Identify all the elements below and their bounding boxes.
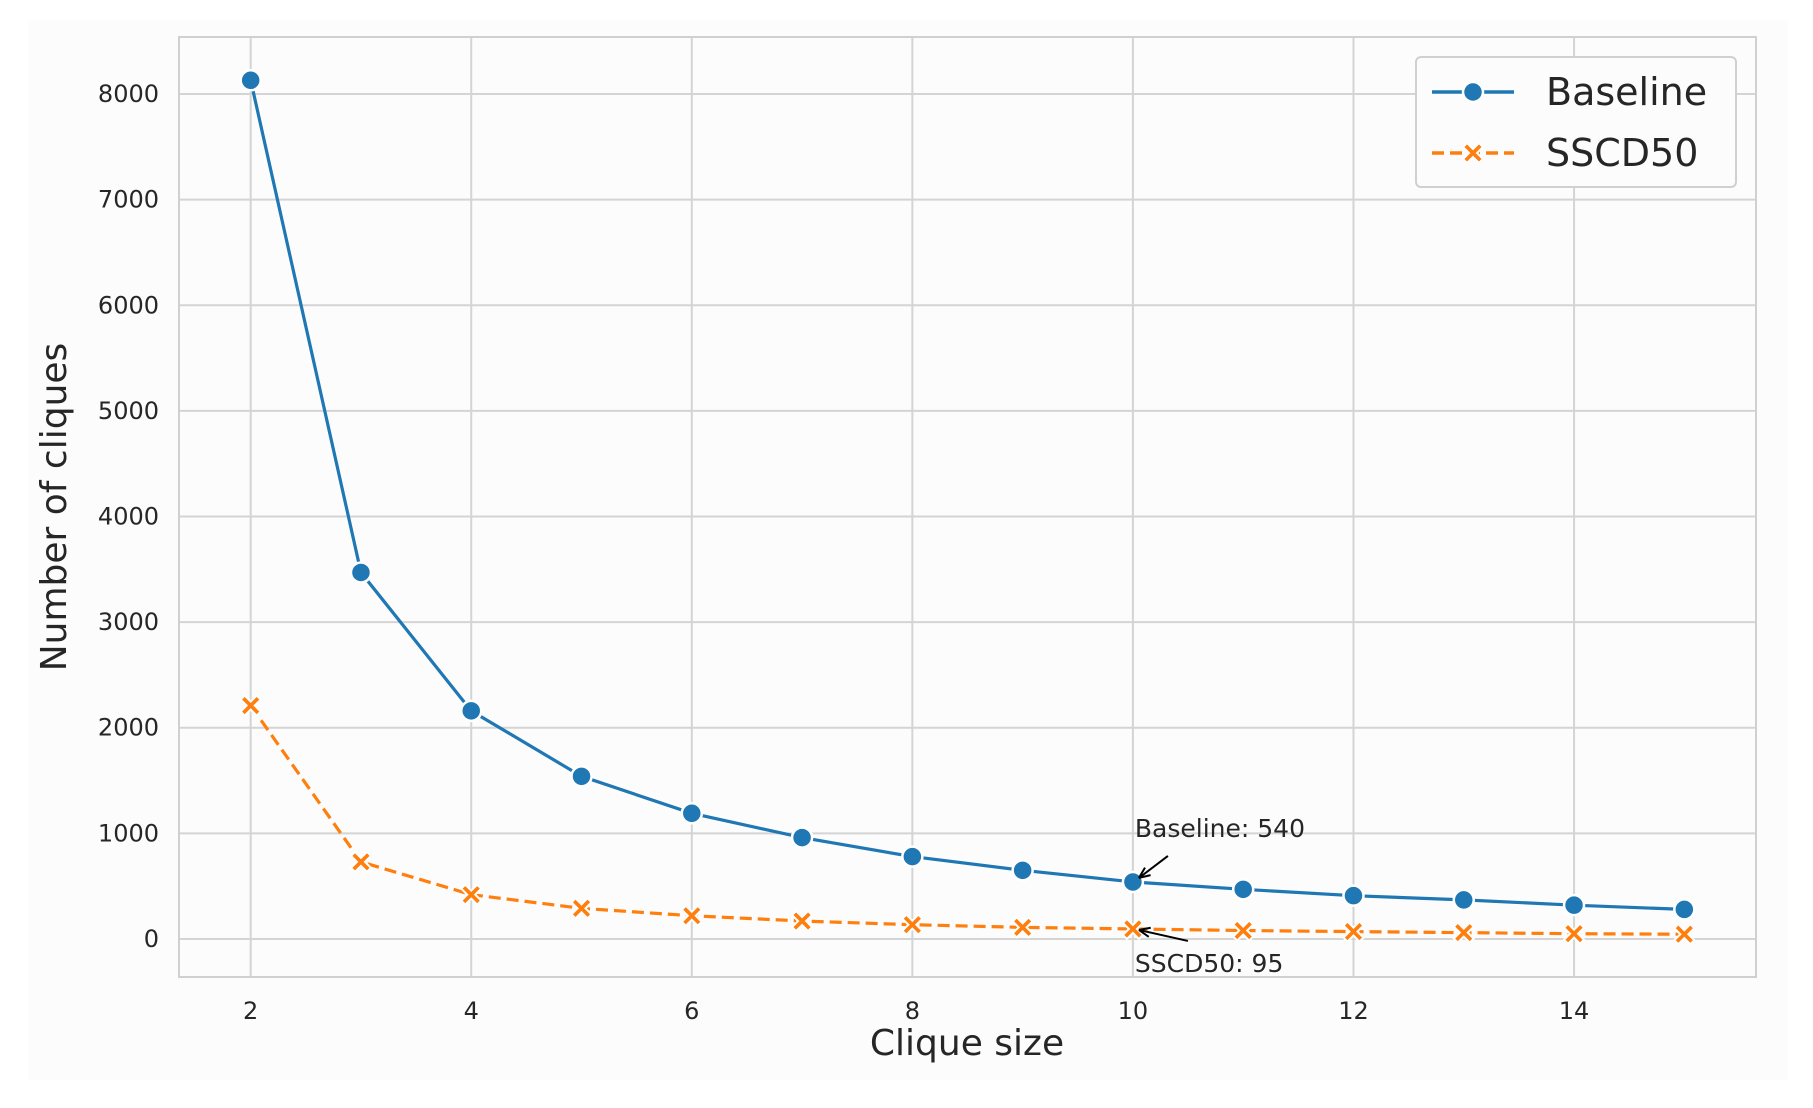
x-axis-label: Clique size	[870, 1023, 1064, 1064]
data-point	[1231, 878, 1255, 901]
y-tick-label: 2000	[98, 714, 159, 742]
data-point	[1011, 915, 1035, 939]
data-point	[570, 896, 593, 920]
legend: Baseline SSCD50	[1415, 56, 1737, 188]
plot-area	[179, 37, 1756, 977]
legend-label: SSCD50	[1546, 131, 1698, 175]
annotation-arrow	[1138, 928, 1189, 942]
data-point	[1121, 917, 1145, 941]
y-tick-label: 5000	[98, 397, 159, 425]
series-line	[249, 79, 1685, 912]
x-tick-label: 12	[1338, 997, 1369, 1025]
data-point	[459, 883, 483, 907]
annotation-arrowhead	[1138, 926, 1151, 938]
legend-marker	[1461, 141, 1485, 165]
data-point	[1562, 893, 1586, 917]
data-point	[459, 699, 483, 723]
y-tick-label: 6000	[98, 291, 159, 319]
data-point	[1342, 884, 1365, 907]
annotation: SSCD50: 95	[1135, 949, 1283, 978]
y-tick-label: 4000	[98, 503, 159, 531]
x-tick-label: 4	[464, 997, 479, 1025]
y-axis-label: Number of cliques	[34, 343, 75, 672]
data-point	[1673, 898, 1696, 921]
data-point	[1672, 922, 1696, 946]
data-point	[1562, 922, 1586, 946]
legend-label: Baseline	[1546, 70, 1707, 114]
x-tick-label: 2	[243, 997, 258, 1025]
series-line	[249, 704, 1685, 936]
legend-marker	[1461, 80, 1485, 104]
data-point	[349, 561, 373, 584]
x-tick-label: 10	[1118, 997, 1149, 1025]
data-point	[680, 802, 704, 825]
annotation-arrow	[1138, 855, 1169, 879]
annotation: Baseline: 540	[1135, 814, 1305, 843]
y-tick-label: 7000	[98, 186, 159, 214]
data-point	[790, 826, 814, 849]
annotation-arrowhead	[1138, 867, 1151, 879]
x-tick-label: 14	[1559, 997, 1590, 1025]
data-point	[349, 850, 373, 874]
x-tick-label: 8	[905, 997, 920, 1025]
data-point	[1231, 919, 1255, 942]
plot-border	[178, 36, 1757, 978]
data-point	[901, 845, 924, 868]
data-point	[570, 765, 593, 788]
data-point	[1121, 870, 1145, 894]
y-tick-label: 8000	[98, 80, 159, 108]
data-point	[900, 913, 924, 937]
data-point	[1452, 888, 1476, 912]
y-tick-label: 0	[144, 925, 159, 953]
data-point	[790, 909, 814, 933]
data-point	[1342, 920, 1365, 943]
y-tick-label: 3000	[98, 608, 159, 636]
data-point	[680, 904, 704, 928]
data-point	[1011, 859, 1034, 882]
x-tick-label: 6	[684, 997, 699, 1025]
y-tick-label: 1000	[98, 819, 159, 847]
data-point	[239, 69, 262, 92]
data-point	[1452, 921, 1476, 945]
data-point	[239, 694, 263, 717]
